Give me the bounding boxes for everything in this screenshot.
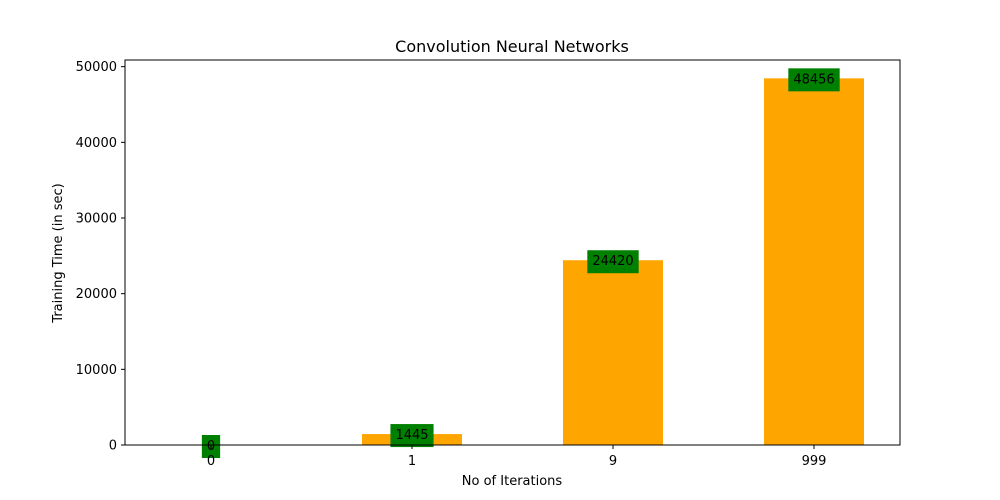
x-tick-label: 0 bbox=[207, 454, 215, 469]
bar-9 bbox=[563, 260, 663, 445]
data-label-box-9 bbox=[587, 250, 639, 274]
y-tick-label: 20000 bbox=[76, 287, 117, 302]
y-tick-label: 30000 bbox=[76, 211, 117, 226]
x-tick-label: 1 bbox=[408, 454, 416, 469]
x-tick-label: 9 bbox=[609, 454, 617, 469]
y-tick-label: 50000 bbox=[76, 60, 117, 75]
y-tick-label: 40000 bbox=[76, 136, 117, 151]
x-axis-ticks: 0 1 9 999 bbox=[207, 445, 827, 469]
data-label-box-999 bbox=[788, 68, 840, 92]
chart-title: Convolution Neural Networks bbox=[395, 37, 629, 56]
y-axis-ticks: 0 10000 20000 30000 40000 50000 bbox=[76, 60, 125, 454]
bar-999 bbox=[764, 78, 864, 445]
data-label-1: 1445 bbox=[395, 428, 428, 443]
data-label-9: 24420 bbox=[592, 254, 633, 269]
data-label-box-1 bbox=[390, 424, 434, 448]
y-axis-label: Training Time (in sec) bbox=[51, 183, 66, 323]
y-tick-label: 10000 bbox=[76, 363, 117, 378]
y-tick-label: 0 bbox=[109, 439, 117, 454]
x-tick-label: 999 bbox=[802, 454, 827, 469]
x-axis-label: No of Iterations bbox=[462, 474, 563, 489]
data-label-999: 48456 bbox=[793, 72, 834, 87]
plot-frame bbox=[124, 59, 901, 446]
bars-layer bbox=[362, 78, 864, 445]
